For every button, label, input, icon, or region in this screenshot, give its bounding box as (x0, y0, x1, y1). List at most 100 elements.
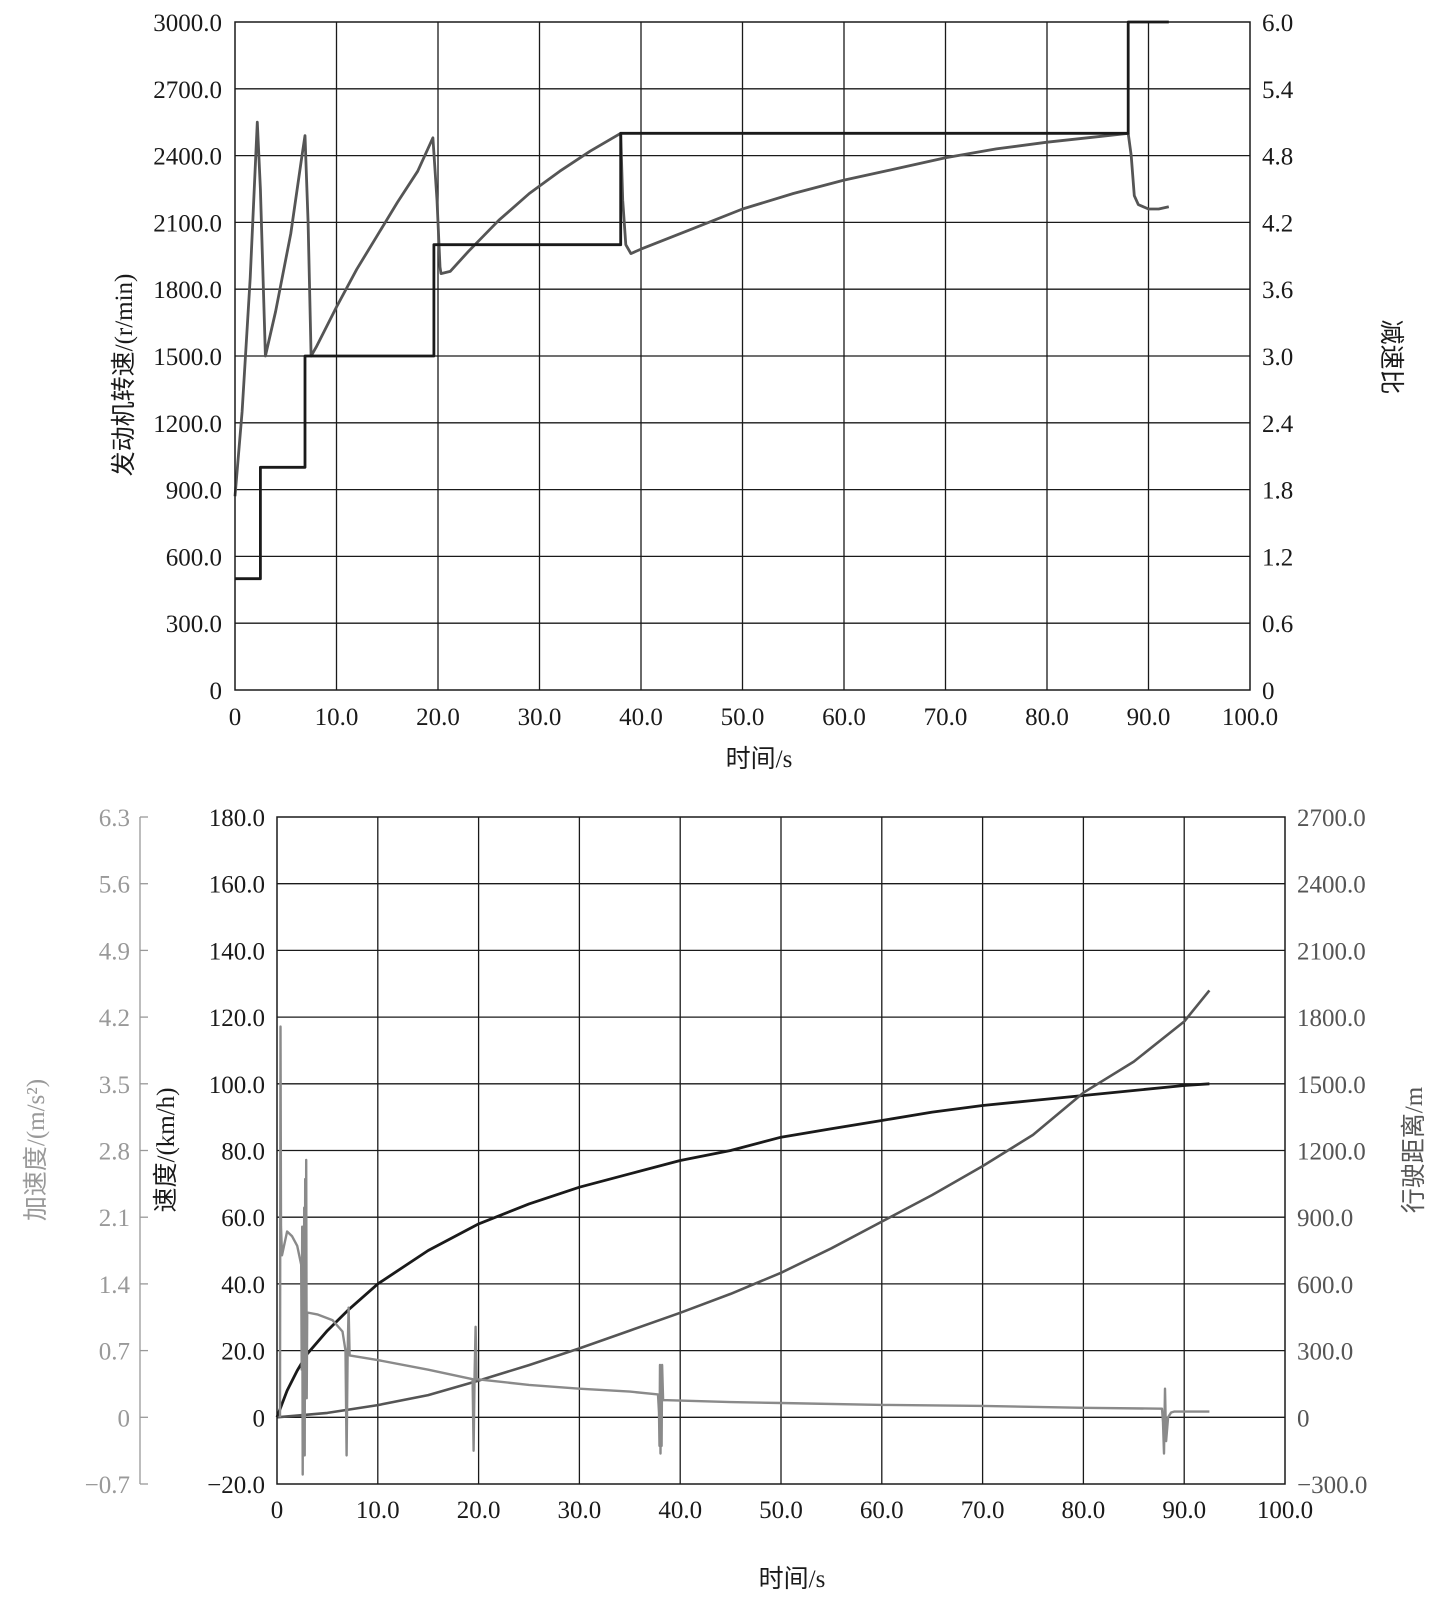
x-tick-label: 40.0 (658, 1497, 702, 1524)
distance-line (276, 989, 1211, 1419)
y-left-tick-label: 300.0 (166, 611, 222, 638)
x-tick-labels: 0 10.0 20.0 30.0 40.0 50.0 60.0 70.0 80.0 90.0 100… (229, 704, 1278, 731)
y-outer-tick-labels: −0.7 0 0.7 1.4 2.1 2.8 3.5 4.2 4.9 5.6 6.3 (85, 805, 131, 1499)
x-tick-label: 70.0 (961, 1497, 1005, 1524)
y-left-tick-label: 1200.0 (153, 411, 222, 438)
grid (277, 817, 1285, 1484)
y-left-tick-label: 900.0 (166, 478, 222, 505)
y-left-tick-label: 100.0 (209, 1072, 265, 1099)
x-tick-label: 90.0 (1127, 704, 1171, 731)
x-tick-label: 50.0 (721, 704, 765, 731)
y-outer-tick-label: 0.7 (99, 1339, 130, 1366)
y-outer-axis-label: 加速度/(m/s²) (22, 1079, 50, 1221)
chart-vehicle-motion: 0 10.0 20.0 30.0 40.0 50.0 60.0 70.0 80.0 90.0 100… (22, 805, 1428, 1593)
y-right-tick-labels: 0 0.6 1.2 1.8 2.4 3.0 3.6 4.2 4.8 5.4 6.0 (1262, 10, 1294, 705)
y-left-tick-label: 160.0 (209, 872, 265, 899)
y-right-tick-label: 2400.0 (1297, 872, 1366, 899)
y-right-tick-label: 300.0 (1297, 1339, 1353, 1366)
y-right-tick-label: 0 (1262, 678, 1275, 705)
y-outer-tick-label: 2.1 (99, 1205, 130, 1232)
x-tick-label: 80.0 (1062, 1497, 1106, 1524)
x-axis-label: 时间/s (726, 745, 793, 773)
y-outer-tick-label: 1.4 (99, 1272, 131, 1299)
chart-engine-speed: 0 10.0 20.0 30.0 40.0 50.0 60.0 70.0 80.0 90.0 100… (110, 10, 1405, 773)
x-tick-label: 30.0 (558, 1497, 602, 1524)
reduction-ratio-line (235, 20, 1169, 581)
y-left-tick-label: 600.0 (166, 544, 222, 571)
y-right-tick-label: 2700.0 (1297, 805, 1366, 832)
y-left-tick-label: 120.0 (209, 1005, 265, 1032)
y-outer-tick-label: 6.3 (99, 805, 130, 832)
y-left-tick-label: 80.0 (221, 1139, 265, 1166)
x-axis-label: 时间/s (759, 1565, 826, 1593)
y-left-tick-label: 0 (210, 678, 223, 705)
plot-frame (276, 816, 1286, 1485)
y-left-tick-label: 1500.0 (153, 344, 222, 371)
y-left-tick-label: 1800.0 (153, 277, 222, 304)
y-right-tick-label: 0 (1297, 1405, 1310, 1432)
y-right-tick-labels: −300.0 0 300.0 600.0 900.0 1200.0 1500.0 1800.0… (1297, 805, 1367, 1499)
x-tick-label: 100.0 (1222, 704, 1278, 731)
y-outer-tick-label: 5.6 (99, 872, 130, 899)
x-tick-labels: 0 10.0 20.0 30.0 40.0 50.0 60.0 70.0 80.0 90.0 100… (271, 1497, 1313, 1524)
x-tick-label: 60.0 (822, 704, 866, 731)
y-right-axis-label: 行驶距离/m (1400, 1086, 1428, 1213)
y-outer-axis (139, 816, 148, 1485)
y-right-tick-label: 6.0 (1262, 10, 1293, 37)
y-outer-tick-label: 0 (118, 1405, 131, 1432)
y-left-tick-label: 60.0 (221, 1205, 265, 1232)
y-left-tick-label: 0 (253, 1405, 266, 1432)
y-right-tick-label: 1800.0 (1297, 1005, 1366, 1032)
y-left-tick-label: 20.0 (221, 1339, 265, 1366)
y-left-tick-label: 2100.0 (153, 210, 222, 237)
y-right-tick-label: 5.4 (1262, 77, 1294, 104)
y-right-tick-label: 0.6 (1262, 611, 1293, 638)
y-left-tick-labels: −20.0 0 20.0 40.0 60.0 80.0 100.0 120.0 140.0 160… (207, 805, 265, 1499)
engine-speed-line (233, 120, 1170, 497)
y-right-axis-label: 减速比 (1377, 319, 1405, 394)
y-left-tick-label: 2700.0 (153, 77, 222, 104)
y-left-tick-labels: 0 300.0 600.0 900.0 1200.0 1500.0 1800.0 2100.0… (153, 10, 222, 705)
y-left-tick-label: 2400.0 (153, 144, 222, 171)
y-left-tick-label: 40.0 (221, 1272, 265, 1299)
y-right-tick-label: 1.8 (1262, 478, 1293, 505)
y-left-tick-label: −20.0 (207, 1472, 265, 1499)
y-right-tick-label: −300.0 (1297, 1472, 1367, 1499)
y-outer-tick-label: −0.7 (85, 1472, 130, 1499)
y-right-tick-label: 2.4 (1262, 411, 1294, 438)
x-tick-label: 20.0 (416, 704, 460, 731)
y-right-tick-label: 3.6 (1262, 277, 1293, 304)
series-layer (233, 20, 1170, 581)
series-layer (275, 989, 1211, 1476)
y-right-tick-label: 3.0 (1262, 344, 1293, 371)
y-outer-tick-label: 4.2 (99, 1005, 130, 1032)
x-tick-label: 10.0 (356, 1497, 400, 1524)
y-right-tick-label: 1500.0 (1297, 1072, 1366, 1099)
y-left-axis-label: 发动机转速/(r/min) (110, 274, 138, 477)
x-tick-label: 70.0 (924, 704, 968, 731)
x-tick-label: 0 (271, 1497, 284, 1524)
x-tick-label: 30.0 (518, 704, 562, 731)
acceleration-line (278, 1025, 1210, 1476)
y-outer-tick-label: 4.9 (99, 938, 130, 965)
y-left-axis-label: 速度/(km/h) (152, 1088, 180, 1213)
x-tick-label: 100.0 (1257, 1497, 1313, 1524)
x-tick-label: 20.0 (457, 1497, 501, 1524)
y-left-tick-label: 140.0 (209, 938, 265, 965)
y-left-tick-label: 180.0 (209, 805, 265, 832)
x-tick-label: 10.0 (315, 704, 359, 731)
plot-frame (234, 21, 1251, 691)
y-right-tick-label: 1.2 (1262, 544, 1293, 571)
x-tick-label: 80.0 (1025, 704, 1069, 731)
x-tick-label: 90.0 (1162, 1497, 1206, 1524)
y-right-tick-label: 2100.0 (1297, 938, 1366, 965)
y-right-tick-label: 600.0 (1297, 1272, 1353, 1299)
y-right-tick-label: 1200.0 (1297, 1139, 1366, 1166)
x-tick-label: 50.0 (759, 1497, 803, 1524)
y-outer-tick-label: 3.5 (99, 1072, 130, 1099)
x-tick-label: 60.0 (860, 1497, 904, 1524)
x-tick-label: 40.0 (619, 704, 663, 731)
y-outer-tick-label: 2.8 (99, 1139, 130, 1166)
y-right-tick-label: 4.2 (1262, 210, 1293, 237)
